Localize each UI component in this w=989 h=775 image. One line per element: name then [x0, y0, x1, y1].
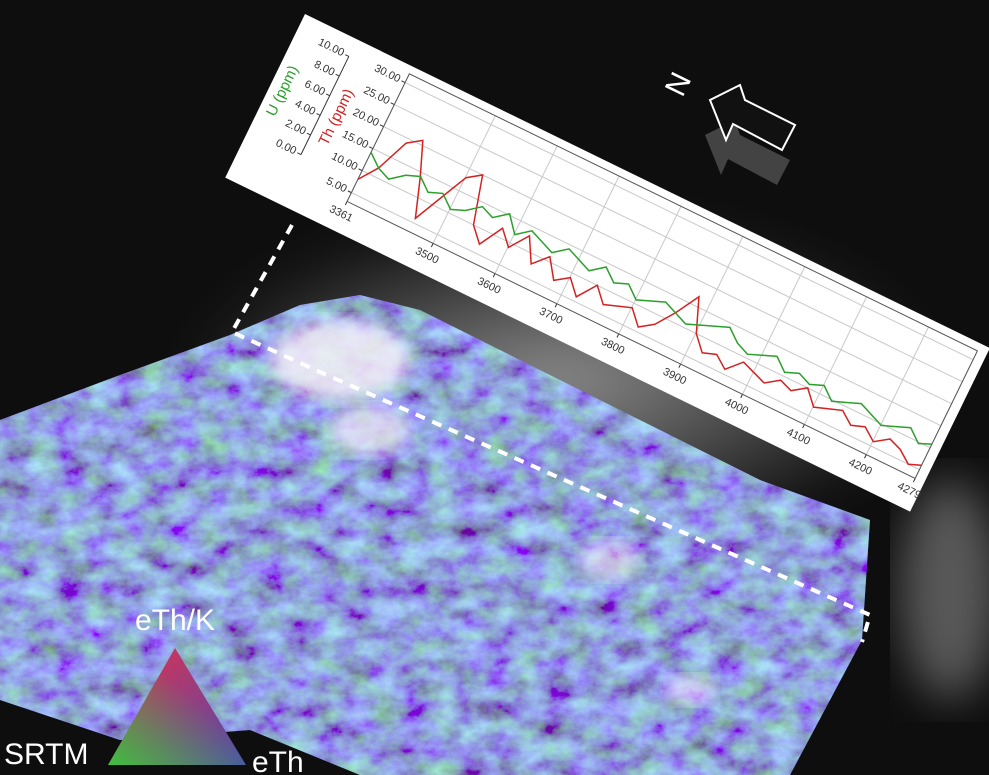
figure: N eTh/K SRTM eTh 33613500360037003800390…	[0, 0, 989, 775]
north-label: N	[659, 67, 698, 101]
ternary-top: eTh/K	[135, 604, 215, 637]
glow	[900, 480, 989, 700]
north-arrow: N	[659, 67, 795, 185]
ternary-right: eTh	[252, 746, 304, 775]
ternary-left: SRTM	[4, 738, 88, 771]
page: {"chart_data": {"type": "line", "x": [33…	[0, 0, 989, 775]
